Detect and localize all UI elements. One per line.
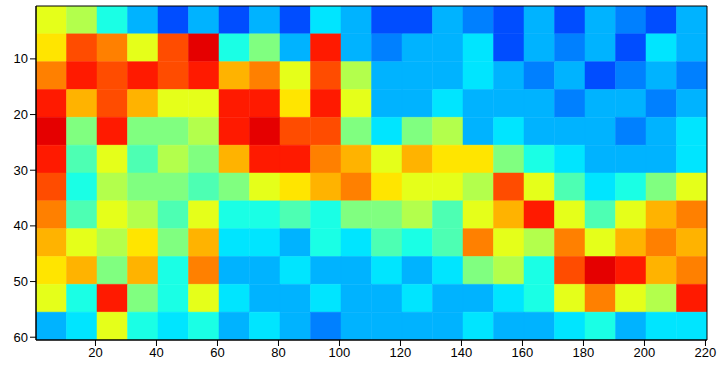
svg-text:30: 30 [14,163,28,178]
svg-text:100: 100 [329,345,351,360]
svg-text:140: 140 [451,345,473,360]
svg-text:80: 80 [271,345,285,360]
svg-text:220: 220 [695,345,717,360]
svg-text:20: 20 [88,345,102,360]
svg-text:10: 10 [14,51,28,66]
svg-text:20: 20 [14,107,28,122]
svg-text:40: 40 [149,345,163,360]
svg-text:180: 180 [573,345,595,360]
svg-text:60: 60 [210,345,224,360]
svg-text:120: 120 [390,345,412,360]
svg-text:60: 60 [14,330,28,345]
svg-text:200: 200 [634,345,656,360]
svg-text:50: 50 [14,274,28,289]
svg-text:40: 40 [14,218,28,233]
svg-text:160: 160 [512,345,534,360]
